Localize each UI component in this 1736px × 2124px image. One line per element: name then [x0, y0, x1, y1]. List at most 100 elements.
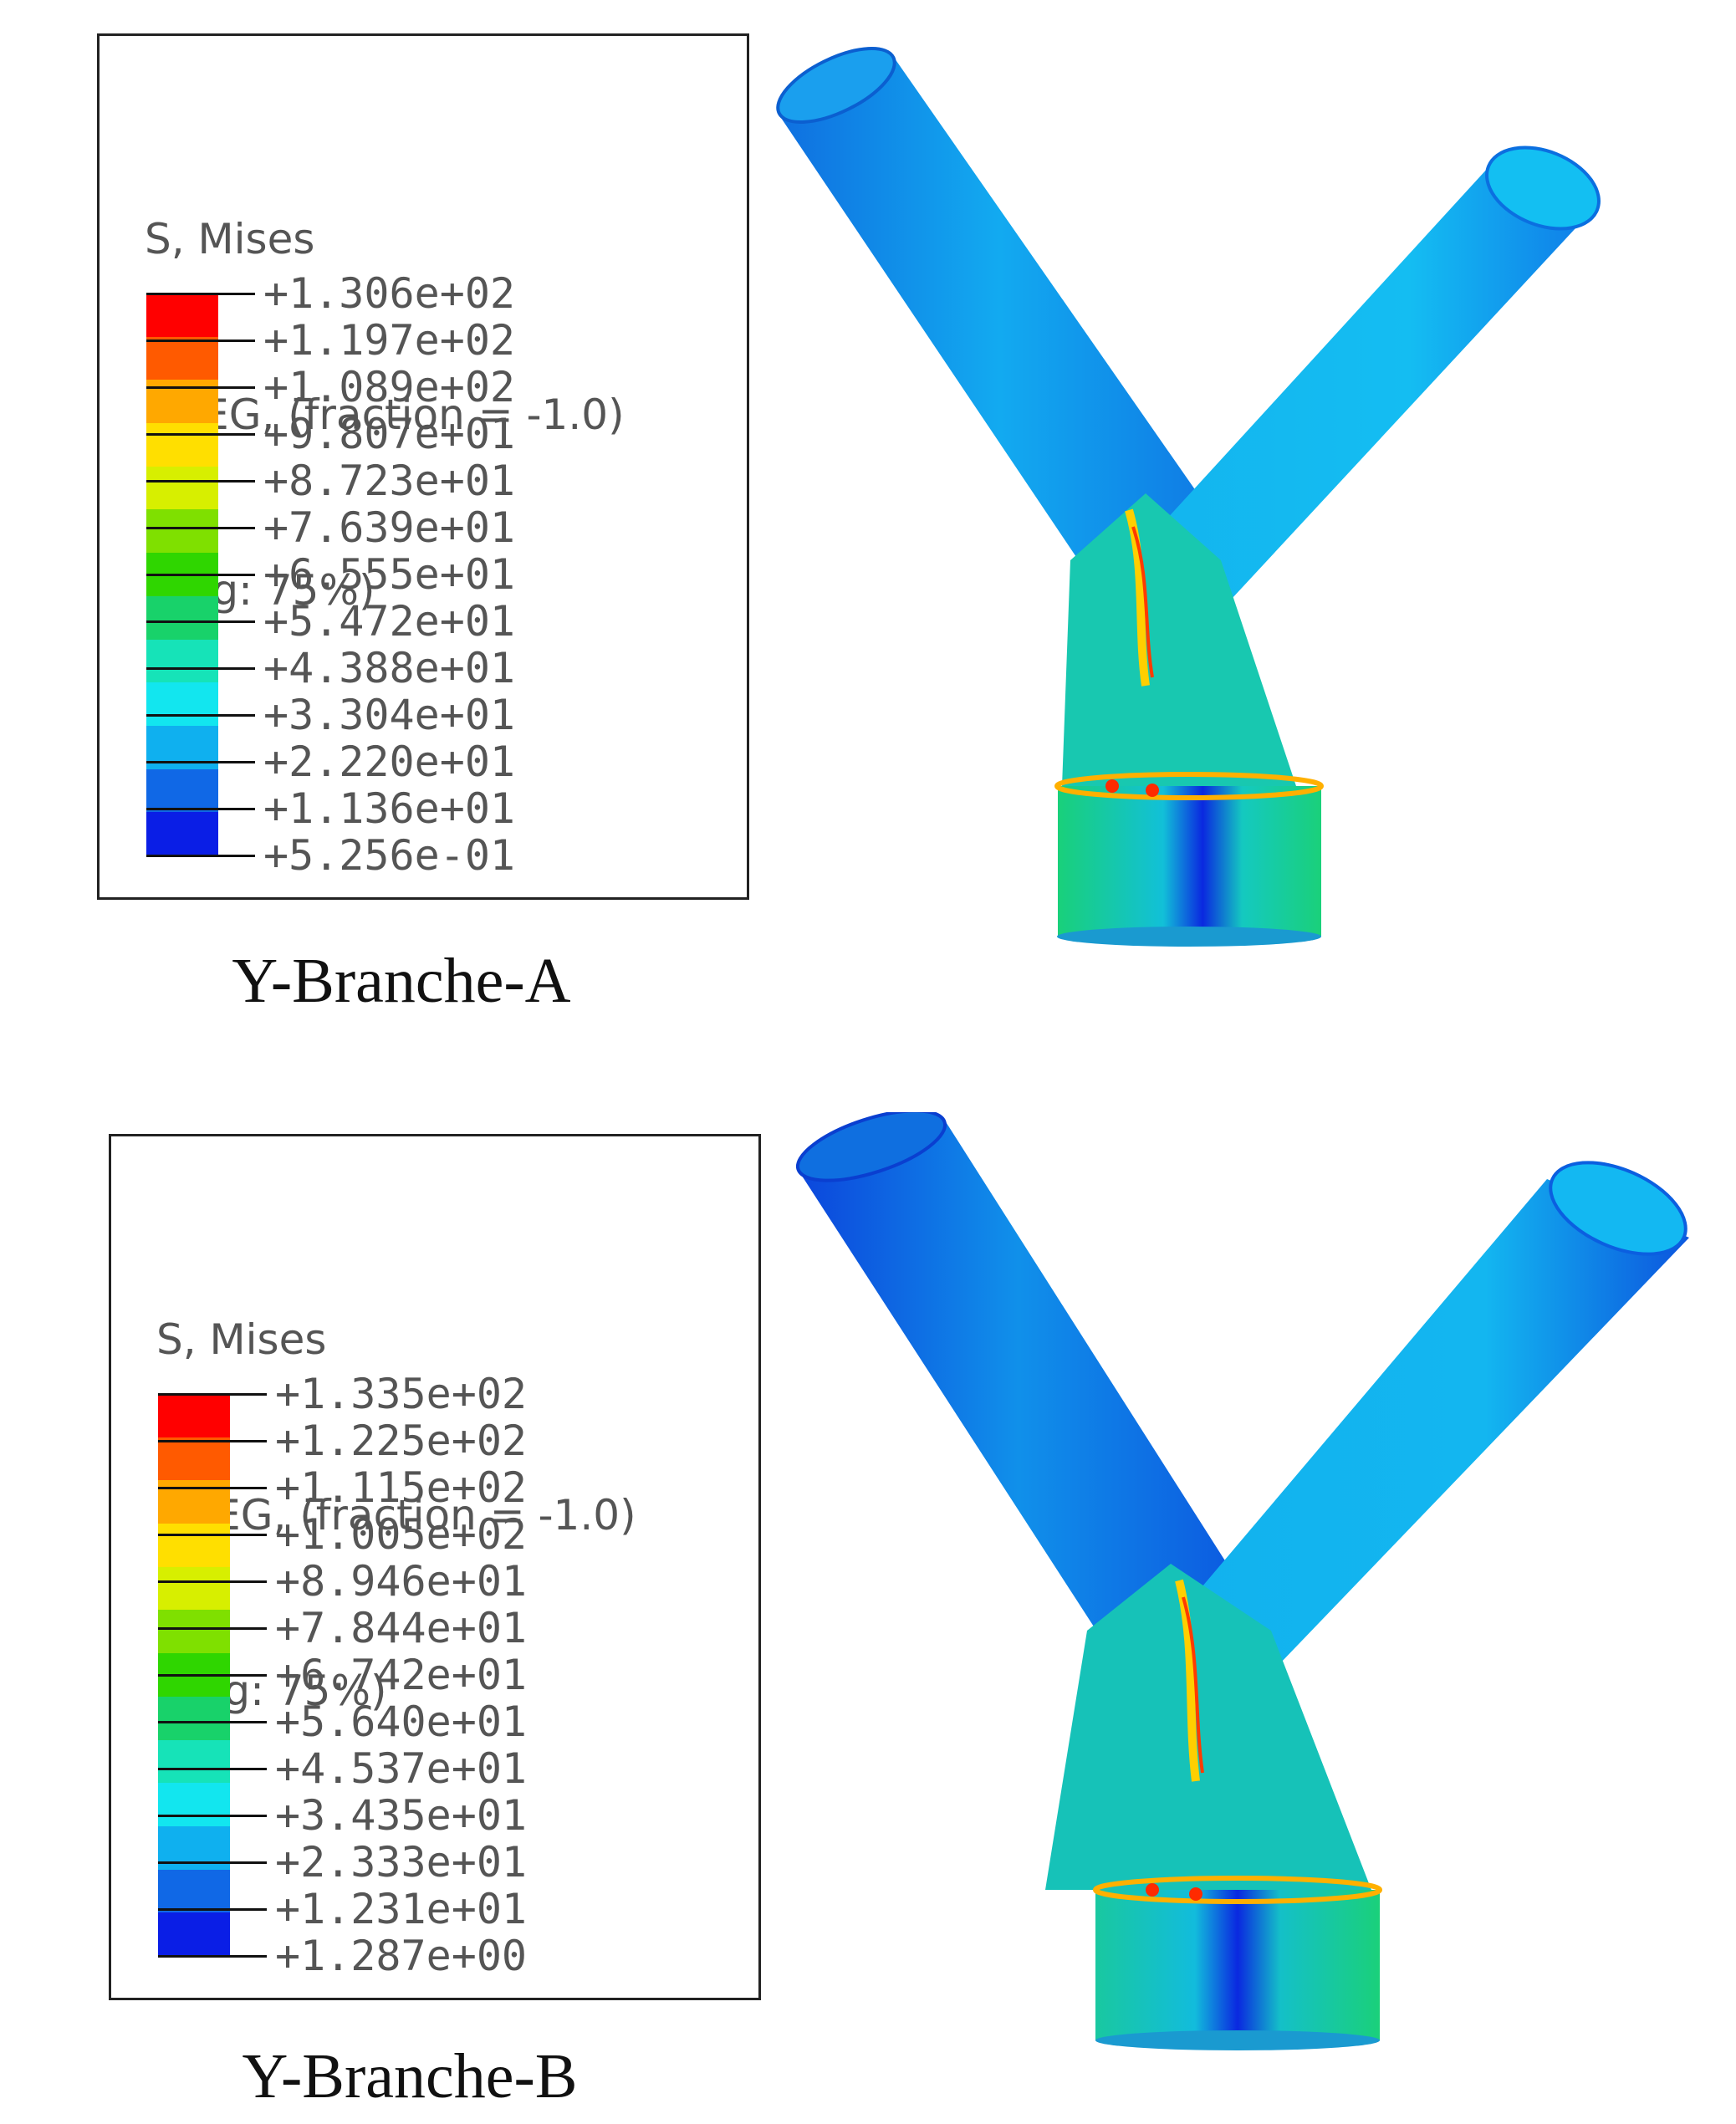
model-y-branch-a: [776, 46, 1601, 947]
color-scale-swatch: [146, 509, 218, 554]
color-scale-tick: [158, 1674, 267, 1677]
color-scale-swatch: [146, 768, 218, 813]
left-branch-tube: [799, 1121, 1238, 1681]
color-scale-tick: [158, 1440, 267, 1442]
color-scale-tick-label: +1.335e+02: [275, 1370, 528, 1418]
color-scale-tick-label: +6.555e+01: [263, 550, 516, 599]
color-scale-tick-label: +8.723e+01: [263, 457, 516, 505]
color-scale-tick-label: +7.844e+01: [275, 1604, 528, 1652]
color-scale-tick: [146, 480, 255, 482]
color-scale-tick: [158, 1861, 267, 1864]
right-branch-opening: [1549, 1161, 1687, 1256]
legend-title: S, Mises: [145, 215, 315, 263]
color-scale-swatch: [158, 1566, 230, 1611]
left-branch-tube: [778, 59, 1221, 610]
color-scale-tick: [158, 1534, 267, 1536]
color-scale-swatch: [158, 1696, 230, 1741]
model-y-branch-b: [795, 1112, 1689, 2050]
junction-region: [1045, 1564, 1371, 1890]
color-scale-tick-label: +3.435e+01: [275, 1791, 528, 1840]
color-scale-tick-label: +8.946e+01: [275, 1557, 528, 1606]
color-scale-tick-label: +4.537e+01: [275, 1744, 528, 1793]
color-scale-tick: [146, 855, 255, 857]
base-pipe-rim: [1054, 772, 1324, 800]
color-scale-tick-label: +1.005e+02: [275, 1510, 528, 1559]
stress-hotspot: [1146, 784, 1159, 797]
legend-header-b: S, Mises SNEG, (fraction = -1.0) (Avg: 7…: [156, 1193, 636, 1837]
color-scale-tick: [158, 1580, 267, 1583]
color-scale-tick: [146, 527, 255, 529]
color-scale-tick: [146, 293, 255, 295]
color-scale-tick: [158, 1955, 267, 1958]
color-scale-tick-label: +5.256e-01: [263, 831, 516, 880]
stress-hotspot: [1105, 779, 1119, 793]
color-scale-tick: [146, 714, 255, 717]
legend-box-a: S, Mises SNEG, (fraction = -1.0) (Avg: 7…: [97, 33, 749, 900]
color-scale-swatch: [158, 1783, 230, 1827]
color-scale-swatch: [158, 1912, 230, 1957]
color-scale-tick-label: +1.231e+01: [275, 1885, 528, 1933]
color-scale-tick-label: +5.472e+01: [263, 597, 516, 646]
color-scale-tick-label: +2.333e+01: [275, 1838, 528, 1887]
color-scale-tick: [158, 1393, 267, 1396]
caption-a: Y-Branche-A: [232, 946, 571, 1016]
color-scale-swatch: [146, 812, 218, 856]
color-scale-swatch: [158, 1437, 230, 1481]
color-scale-tick: [146, 761, 255, 763]
left-branch-opening: [795, 1112, 947, 1182]
color-scale-swatch: [158, 1394, 230, 1438]
color-scale-swatch: [146, 466, 218, 510]
color-scale-tick-label: +4.388e+01: [263, 644, 516, 692]
base-pipe-bottom: [1095, 2030, 1380, 2050]
color-scale-swatch: [146, 682, 218, 727]
stress-hotspot: [1146, 1883, 1159, 1897]
color-scale-tick-label: +1.197e+02: [263, 316, 516, 365]
color-scale-tick-label: +1.136e+01: [263, 784, 516, 833]
caption-b: Y-Branche-B: [242, 2041, 578, 2111]
color-scale-tick: [158, 1721, 267, 1723]
color-scale-tick: [146, 386, 255, 389]
color-scale-tick-label: +1.287e+00: [275, 1932, 528, 1980]
color-scale-tick-label: +2.220e+01: [263, 738, 516, 786]
color-scale-tick-label: +1.115e+02: [275, 1463, 528, 1512]
color-scale-tick-label: +7.639e+01: [263, 503, 516, 552]
junction-hotspot: [1131, 526, 1154, 678]
color-scale-tick: [158, 1908, 267, 1911]
color-scale-tick-label: +5.640e+01: [275, 1698, 528, 1746]
color-scale-swatch: [146, 595, 218, 641]
color-scale-tick-label: +1.225e+02: [275, 1417, 528, 1465]
color-scale-tick-label: +3.304e+01: [263, 691, 516, 739]
color-scale-swatch: [146, 639, 218, 683]
color-scale-swatch: [146, 423, 218, 467]
color-scale-tick: [158, 1487, 267, 1489]
right-branch-opening: [1485, 146, 1601, 231]
color-scale-swatch: [158, 1610, 230, 1654]
color-scale-tick: [158, 1815, 267, 1817]
color-scale-tick-label: +9.807e+01: [263, 410, 516, 458]
color-scale-tick: [158, 1768, 267, 1770]
color-scale-tick-label: +6.742e+01: [275, 1651, 528, 1699]
right-branch-tube: [1179, 1179, 1689, 1664]
base-pipe-rim: [1093, 1876, 1382, 1904]
junction-region: [1062, 493, 1296, 786]
base-pipe: [1058, 786, 1321, 937]
color-scale-tick: [146, 808, 255, 810]
color-scale-swatch: [158, 1869, 230, 1913]
base-pipe-bottom: [1057, 927, 1321, 947]
color-scale-tick: [146, 340, 255, 342]
junction-hotspot: [1182, 1596, 1204, 1774]
color-scale-swatch: [146, 336, 218, 380]
color-scale-tick-label: +1.089e+02: [263, 363, 516, 411]
color-scale-tick: [146, 667, 255, 670]
legend-box-b: S, Mises SNEG, (fraction = -1.0) (Avg: 7…: [109, 1134, 761, 2000]
base-pipe: [1095, 1890, 1380, 2040]
right-branch-tube: [1129, 167, 1597, 610]
stress-hotspot: [1189, 1887, 1202, 1901]
color-scale-swatch: [158, 1524, 230, 1568]
color-scale-tick: [146, 433, 255, 436]
color-scale-tick: [146, 620, 255, 623]
color-scale-tick-label: +1.306e+02: [263, 269, 516, 318]
color-scale-tick: [158, 1627, 267, 1630]
color-scale-swatch: [158, 1739, 230, 1784]
left-branch-opening: [776, 46, 896, 125]
